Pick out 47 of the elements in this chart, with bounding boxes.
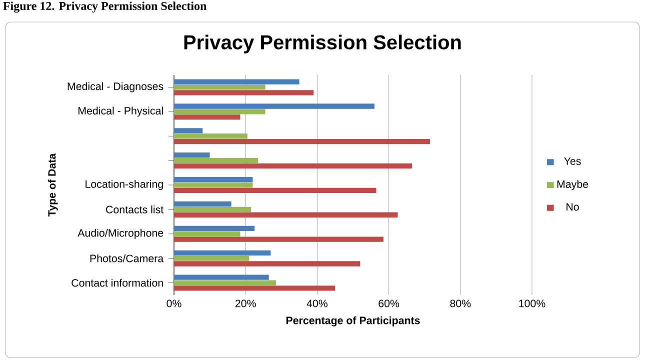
x-tick-label: 80% <box>450 300 471 308</box>
legend-label: Maybe <box>557 180 588 190</box>
bar <box>174 201 232 207</box>
x-tick-label: 0% <box>166 300 182 308</box>
legend-label: No <box>566 203 579 211</box>
bar <box>174 158 258 164</box>
bar <box>174 104 374 109</box>
bar <box>174 90 314 96</box>
y-tick-label: Contacts list <box>106 206 164 214</box>
bar <box>174 274 269 280</box>
bar <box>174 128 203 134</box>
y-tick-label: Photos/Camera <box>90 254 164 262</box>
bar <box>174 261 360 266</box>
x-tick-label: 40% <box>306 300 328 308</box>
y-tick-label: Contact information <box>72 278 163 287</box>
x-tick-label: 100% <box>519 300 546 308</box>
bar <box>174 152 210 158</box>
y-tick-label: Medical - Diagnoses <box>68 82 164 92</box>
bar <box>174 188 376 193</box>
bar <box>174 109 266 114</box>
bar <box>174 134 248 139</box>
bar <box>174 212 398 218</box>
bar <box>174 286 336 291</box>
bar <box>174 226 255 232</box>
caption: Figure 12. Privacy Permission Selection <box>3 2 207 13</box>
bar <box>174 231 240 236</box>
bar <box>174 250 271 256</box>
y-tick-label: Medical - Physical <box>78 106 163 117</box>
bar <box>174 163 412 169</box>
bar <box>174 114 240 120</box>
bar <box>174 256 250 261</box>
x-axis-title: Percentage of Participants <box>286 316 420 326</box>
bar <box>174 206 251 212</box>
bar <box>174 280 276 286</box>
y-tick-label: Location-sharing <box>86 180 163 190</box>
legend-label: Yes <box>564 157 581 165</box>
bar <box>174 176 253 182</box>
bar <box>174 138 430 144</box>
bar <box>174 182 253 188</box>
bar <box>174 236 384 242</box>
y-axis-title: Type of Data <box>48 153 58 216</box>
x-tick-label: 20% <box>235 300 256 308</box>
bar <box>174 84 266 90</box>
y-tick-label: Audio/Microphone <box>78 228 164 239</box>
x-tick-label: 60% <box>378 300 400 308</box>
chart-title: Privacy Permission Selection <box>184 34 461 54</box>
bar <box>174 79 300 84</box>
